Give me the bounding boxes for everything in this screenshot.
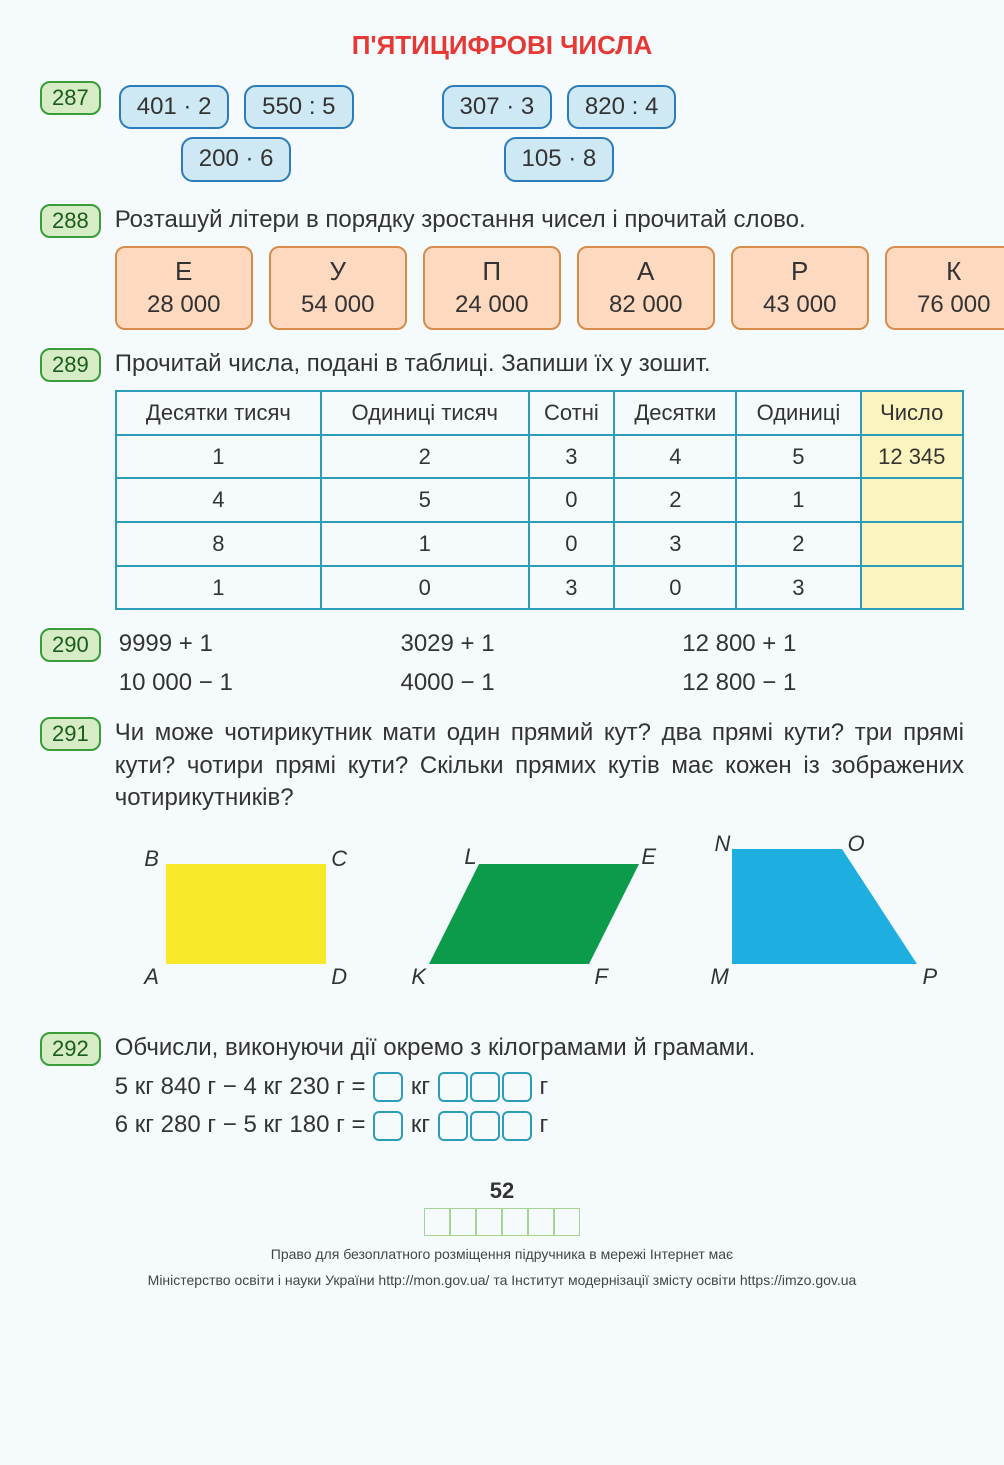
shape-rectangle: B C A D	[126, 834, 386, 994]
col-header: Одиниці	[736, 391, 860, 435]
expression: 9999 + 1	[119, 628, 401, 660]
expression: 10 000 − 1	[119, 667, 401, 699]
col-header: Десятки тисяч	[116, 391, 321, 435]
answer-box[interactable]	[373, 1111, 403, 1141]
expression-grid: 9999 + 1 3029 + 1 12 800 + 1 10 000 − 1 …	[119, 628, 964, 699]
expression: 12 800 + 1	[682, 628, 964, 660]
letter-card: К76 000	[885, 246, 1004, 329]
expression: 3029 + 1	[400, 628, 682, 660]
answer-box[interactable]	[470, 1072, 500, 1102]
letter-card: А82 000	[577, 246, 715, 329]
letter-card: Р43 000	[731, 246, 869, 329]
chip-group-2: 307 · 3 820 : 4 105 · 8	[438, 81, 681, 186]
task-number: 288	[40, 204, 101, 238]
task-text: Чи може чотирикутник мати один прямий ку…	[115, 717, 964, 814]
expression: 4000 − 1	[400, 667, 682, 699]
col-header: Сотні	[529, 391, 615, 435]
task-text: Обчисли, виконуючи дії окремо з кілограм…	[115, 1032, 964, 1064]
col-header: Одиниці тисяч	[321, 391, 528, 435]
expression: 12 800 − 1	[682, 667, 964, 699]
chip-group-1: 401 · 2 550 : 5 200 · 6	[115, 81, 358, 186]
letter-cards: Е28 000 У54 000 П24 000 А82 000 Р43 000 …	[115, 246, 1004, 329]
answer-box[interactable]	[502, 1111, 532, 1141]
expr-chip: 307 · 3	[442, 85, 553, 129]
equation-line: 5 кг 840 г − 4 кг 230 г = кг г	[115, 1071, 964, 1103]
letter-card: У54 000	[269, 246, 407, 329]
page-number: 52	[40, 1178, 964, 1204]
answer-box[interactable]	[373, 1072, 403, 1102]
task-292: 292 Обчисли, виконуючи дії окремо з кіло…	[40, 1032, 964, 1147]
col-header: Число	[861, 391, 963, 435]
answer-box[interactable]	[438, 1072, 468, 1102]
task-287: 287 401 · 2 550 : 5 200 · 6 307 · 3 820 …	[40, 81, 964, 186]
shape-trapezoid: N O M P	[692, 834, 952, 994]
table-row: 81032	[116, 522, 963, 566]
expr-chip: 105 · 8	[504, 137, 615, 181]
table-row: 1234512 345	[116, 435, 963, 479]
shapes-row: B C A D L E K F N O M P	[115, 834, 964, 994]
expr-chip: 200 · 6	[181, 137, 292, 181]
col-header: Десятки	[614, 391, 736, 435]
task-289: 289 Прочитай числа, подані в таблиці. За…	[40, 348, 964, 611]
answer-box[interactable]	[502, 1072, 532, 1102]
task-290: 290 9999 + 1 3029 + 1 12 800 + 1 10 000 …	[40, 628, 964, 699]
page-title: П'ЯТИЦИФРОВІ ЧИСЛА	[40, 30, 964, 61]
ruler-graphic	[40, 1208, 964, 1236]
number-table: Десятки тисяч Одиниці тисяч Сотні Десятк…	[115, 390, 964, 610]
task-number: 287	[40, 81, 101, 115]
task-text: Прочитай числа, подані в таблиці. Запиши…	[115, 348, 964, 380]
shape-parallelogram: L E K F	[409, 834, 669, 994]
table-row: 10303	[116, 566, 963, 610]
expr-chip: 820 : 4	[567, 85, 676, 129]
letter-card: Е28 000	[115, 246, 253, 329]
task-number: 289	[40, 348, 101, 382]
task-text: Розташуй літери в порядку зростання чисе…	[115, 204, 1004, 236]
task-291: 291 Чи може чотирикутник мати один прями…	[40, 717, 964, 1014]
table-row: 45021	[116, 478, 963, 522]
expr-chip: 401 · 2	[119, 85, 230, 129]
task-288: 288 Розташуй літери в порядку зростання …	[40, 204, 964, 330]
expr-chip: 550 : 5	[244, 85, 353, 129]
task-number: 292	[40, 1032, 101, 1066]
equation-line: 6 кг 280 г − 5 кг 180 г = кг г	[115, 1109, 964, 1141]
task-number: 290	[40, 628, 101, 662]
task-number: 291	[40, 717, 101, 751]
letter-card: П24 000	[423, 246, 561, 329]
answer-box[interactable]	[470, 1111, 500, 1141]
footer-line-2: Міністерство освіти і науки України http…	[40, 1272, 964, 1288]
answer-box[interactable]	[438, 1111, 468, 1141]
footer-line-1: Право для безоплатного розміщення підруч…	[40, 1246, 964, 1262]
